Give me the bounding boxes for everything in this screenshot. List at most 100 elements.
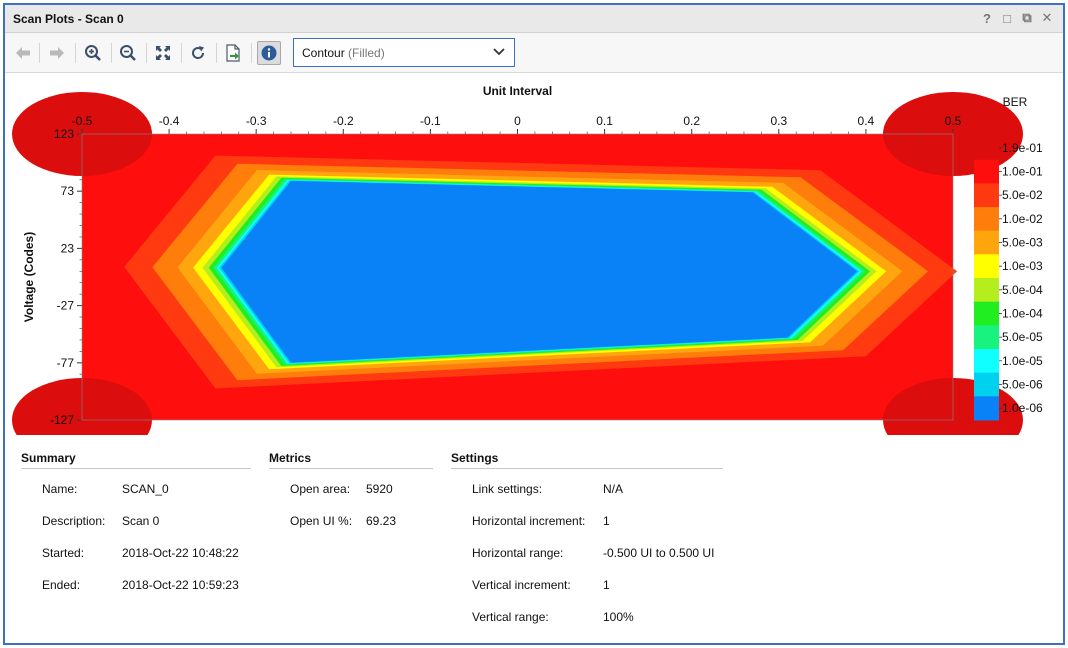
summary-row-value: 2018-Oct-22 10:48:22: [122, 546, 239, 560]
colorbar-label: 5.0e-06: [1002, 378, 1043, 392]
summary-row-value: Scan 0: [122, 514, 160, 528]
colorbar-label: 5.0e-04: [1002, 283, 1043, 297]
x-tick-label: 0: [514, 114, 521, 128]
plot-type-select[interactable]: Contour (Filled): [293, 38, 515, 67]
summary-panel: Summary: [21, 451, 251, 469]
colorbar-label: 5.0e-02: [1002, 188, 1043, 202]
close-icon[interactable]: ✕: [1041, 10, 1053, 25]
zoom-out-button[interactable]: [116, 41, 140, 65]
colorbar-label: 1.0e-05: [1002, 354, 1043, 368]
zoom-fit-button[interactable]: [151, 41, 175, 65]
info-button[interactable]: [257, 41, 281, 65]
x-tick-label: -0.3: [246, 114, 267, 128]
settings-row-value: 1: [603, 578, 610, 592]
contour-level-1.0e-06: [221, 180, 858, 363]
settings-row-value: 100%: [603, 610, 634, 624]
summary-title: Summary: [21, 451, 251, 469]
colorbar-swatch: [974, 278, 999, 303]
colorbar-swatch: [974, 159, 999, 184]
settings-row-value: 1: [603, 514, 610, 528]
zoom-in-button[interactable]: [81, 41, 105, 65]
colorbar-swatch: [974, 207, 999, 232]
settings-row-key: Horizontal range:: [472, 546, 564, 560]
settings-row-value: -0.500 UI to 0.500 UI: [603, 546, 715, 560]
metrics-row-key: Open area:: [290, 482, 351, 496]
y-tick-label: 73: [61, 184, 75, 198]
colorbar-swatch: [974, 396, 999, 421]
scan-plots-window: Scan Plots - Scan 0 ? □ ⧉ ✕: [3, 3, 1065, 645]
back-icon: [16, 47, 30, 59]
summary-row-value: SCAN_0: [122, 482, 169, 496]
colorbar-label: 1.0e-02: [1002, 212, 1043, 226]
metrics-row-value: 5920: [366, 482, 393, 496]
settings-row-key: Vertical increment:: [472, 578, 571, 592]
x-tick-label: 0.3: [770, 114, 787, 128]
y-tick-label: 23: [61, 241, 75, 255]
y-tick-label: 123: [54, 127, 74, 141]
forward-button[interactable]: [45, 41, 69, 65]
metrics-row-value: 69.23: [366, 514, 397, 528]
toolbar: Contour (Filled): [5, 33, 1063, 73]
x-tick-label: 0.5: [945, 114, 962, 128]
info-icon: [261, 45, 277, 61]
forward-icon: [50, 47, 64, 59]
metrics-panel: Metrics: [269, 451, 433, 469]
settings-row-value: N/A: [603, 482, 624, 496]
refresh-icon: [192, 46, 205, 59]
colorbar-title: BER: [1003, 95, 1028, 109]
export-icon: [226, 44, 240, 62]
colorbar-swatch: [974, 325, 999, 350]
x-tick-label: -0.2: [333, 114, 354, 128]
y-tick-label: -77: [57, 356, 75, 370]
summary-row-key: Started:: [42, 546, 85, 560]
chevron-down-icon: [493, 48, 505, 56]
x-tick-label: 0.1: [596, 114, 613, 128]
settings-row-key: Horizontal increment:: [472, 514, 586, 528]
colorbar-swatch: [974, 254, 999, 279]
colorbar-label: 1.0e-06: [1002, 401, 1043, 415]
eye-scan-plot[interactable]: Unit Interval -0.5 -0.4 -0.3 -0.2 -0.1 0 0.1 0.2…: [5, 73, 1063, 435]
metrics-row-key: Open UI %:: [290, 514, 353, 528]
settings-row-key: Vertical range:: [472, 610, 549, 624]
summary-row-value: 2018-Oct-22 10:59:23: [122, 578, 239, 592]
summary-row-key: Ended:: [42, 578, 81, 592]
x-axis-label: Unit Interval: [483, 84, 552, 98]
help-icon[interactable]: ?: [983, 10, 991, 26]
colorbar-label: 1.0e-04: [1002, 307, 1043, 321]
colorbar-label: 1.9e-01: [1002, 141, 1043, 155]
metrics-title: Metrics: [269, 451, 433, 469]
colorbar-swatch: [974, 301, 999, 326]
maximize-icon[interactable]: □: [1003, 10, 1011, 26]
back-button[interactable]: [11, 41, 35, 65]
eye-diagram-chart[interactable]: Unit Interval -0.5 -0.4 -0.3 -0.2 -0.1 0 0.1 0.2…: [5, 73, 1063, 435]
zoom-out-icon: [120, 45, 136, 61]
summary-row-key: Name:: [42, 482, 78, 496]
plot-type-value: Contour (Filled): [302, 46, 385, 60]
refresh-button[interactable]: [186, 41, 210, 65]
colorbar-label: 5.0e-03: [1002, 236, 1043, 250]
settings-row-key: Link settings:: [472, 482, 543, 496]
colorbar-label: 5.0e-05: [1002, 330, 1043, 344]
colorbar-swatch: [974, 230, 999, 255]
colorbar-label: 1.0e-03: [1002, 259, 1043, 273]
x-tick-label: 0.2: [683, 114, 700, 128]
summary-row-key: Description:: [42, 514, 106, 528]
zoom-in-icon: [85, 45, 101, 61]
colorbar-label: 1.0e-01: [1002, 165, 1043, 179]
settings-panel: Settings: [451, 451, 723, 469]
window-title: Scan Plots - Scan 0: [13, 12, 124, 26]
x-tick-label: 0.4: [858, 114, 875, 128]
x-tick-label: -0.1: [420, 114, 441, 128]
y-axis-label: Voltage (Codes): [22, 232, 36, 322]
export-button[interactable]: [221, 41, 245, 65]
float-icon[interactable]: ⧉: [1022, 10, 1032, 25]
x-tick-label: -0.5: [72, 114, 93, 128]
zoom-fit-icon: [156, 46, 170, 60]
x-tick-label: -0.4: [159, 114, 180, 128]
settings-title: Settings: [451, 451, 723, 469]
y-tick-label: -27: [57, 299, 75, 313]
colorbar-swatch: [974, 183, 999, 208]
colorbar-swatch: [974, 349, 999, 374]
colorbar-swatch: [974, 136, 999, 161]
colorbar-swatch: [974, 372, 999, 397]
